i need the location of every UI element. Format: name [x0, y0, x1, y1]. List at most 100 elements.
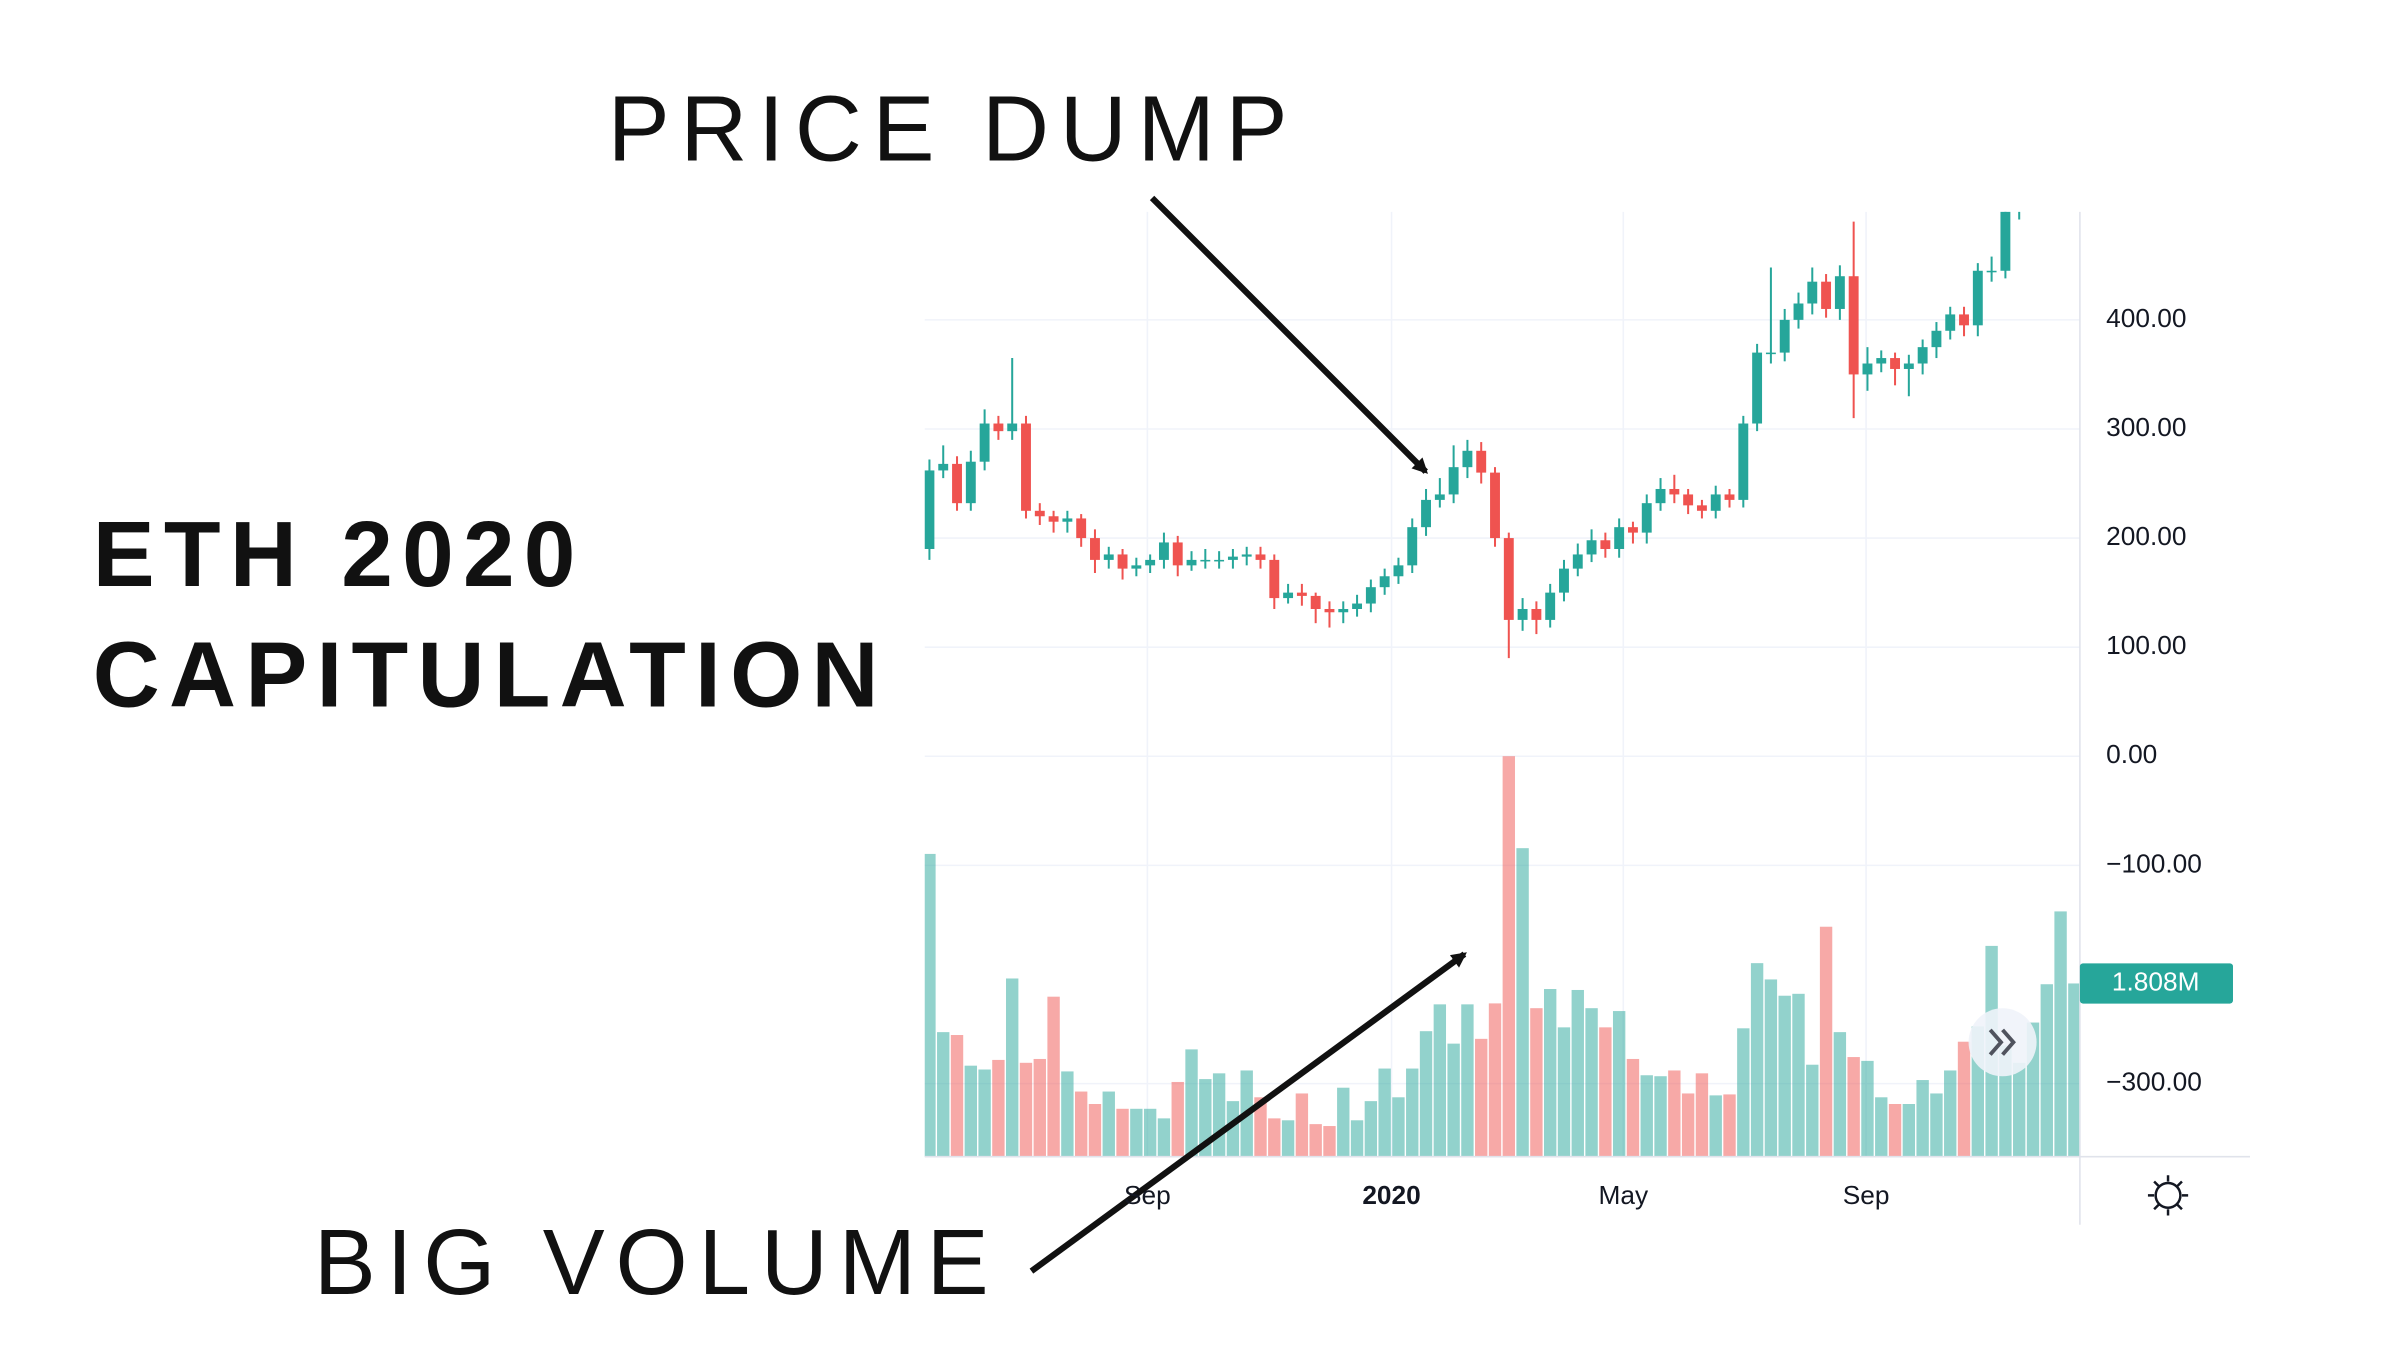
volume-bar — [1019, 1062, 1033, 1157]
candle-body — [1628, 527, 1638, 533]
volume-bar — [1350, 1120, 1364, 1157]
candle-body — [1779, 319, 1790, 353]
volume-bar — [1047, 996, 1060, 1157]
gear-teeth[interactable] — [2147, 1175, 2189, 1216]
gear[interactable] — [2154, 1181, 2182, 1209]
candle-body — [1724, 494, 1735, 500]
candle-body — [1048, 516, 1059, 522]
volume-bar — [1226, 1101, 1240, 1157]
candle-body — [1076, 518, 1087, 539]
arrow — [1149, 195, 1428, 474]
volume-bar — [1074, 1091, 1088, 1157]
volume-bar — [1033, 1058, 1046, 1157]
volume-bar — [1792, 993, 1805, 1157]
candle-body — [1890, 358, 1900, 369]
volume-bar — [2013, 1062, 2026, 1157]
title: CAPITULATION — [93, 622, 888, 726]
candle-body — [1600, 540, 1611, 549]
candle-body — [1117, 554, 1128, 569]
candle-body — [1696, 505, 1707, 511]
volume-bar — [1185, 1049, 1198, 1157]
candle-body — [1255, 554, 1266, 560]
candle-body — [1131, 565, 1142, 569]
candle-body — [1655, 488, 1666, 504]
volume-bar — [1006, 978, 1019, 1157]
x-tick-label: Sep — [1124, 1180, 1171, 1210]
candle-body — [1241, 554, 1252, 557]
candle-body — [1503, 538, 1514, 620]
candle-body — [1917, 347, 1928, 364]
candle-body — [1572, 554, 1583, 569]
volume-bar — [1516, 848, 1529, 1157]
settings-icon[interactable] — [2147, 1175, 2189, 1216]
candle-body — [1586, 540, 1597, 555]
candle-body — [1614, 527, 1625, 549]
volume-bar — [1295, 1093, 1309, 1157]
volume-bar — [1957, 1041, 1971, 1157]
volume-bar — [964, 1065, 978, 1157]
candle-body — [1172, 542, 1183, 566]
candle-body — [1821, 281, 1832, 309]
grid — [924, 211, 2080, 1157]
x-tick-label: 2020 — [1362, 1180, 1420, 1210]
candle-body — [1972, 270, 1983, 326]
candle-body — [1434, 494, 1445, 500]
candle-body — [2056, 102, 2066, 135]
volume-bar — [1875, 1097, 1888, 1157]
candle-body — [1531, 608, 1542, 620]
candle-body — [1103, 554, 1114, 560]
candle-body — [1848, 276, 1859, 375]
candle-body — [1545, 592, 1556, 620]
candle-body — [1062, 518, 1073, 522]
volume-bar — [1199, 1079, 1212, 1157]
volume-bar — [1640, 1075, 1653, 1157]
volume-bar — [1888, 1104, 1902, 1157]
scroll-chevron[interactable] — [1988, 1028, 2016, 1056]
volume-bar — [1406, 1068, 1419, 1157]
candle-body — [965, 461, 976, 504]
volume-bar — [1212, 1073, 1226, 1157]
volume-bar — [1378, 1068, 1391, 1157]
volume-bar — [1599, 1027, 1612, 1157]
candle-body — [1186, 559, 1197, 566]
volume-bar — [1157, 1118, 1171, 1157]
x-tick-label: May — [1598, 1180, 1648, 1210]
volume-bar — [1695, 1073, 1709, 1157]
volume-bar — [1530, 1008, 1543, 1157]
candle-body — [1462, 450, 1473, 468]
volume-bar — [1268, 1118, 1281, 1157]
volume-bar — [1681, 1093, 1695, 1157]
candle-body — [1793, 303, 1804, 320]
candle-body — [979, 423, 990, 462]
volume-bar — [1861, 1060, 1874, 1157]
candle-body — [2028, 145, 2038, 167]
candle-body — [1324, 608, 1335, 613]
candle-body — [1338, 608, 1349, 613]
volume-bar — [1502, 756, 1515, 1157]
candle-body — [1021, 423, 1031, 511]
candle-body — [1517, 608, 1528, 620]
volume-bar — [1778, 995, 1791, 1157]
candle-body — [1269, 559, 1280, 599]
volume-bar — [1806, 1064, 1819, 1157]
volume-bar — [937, 1032, 950, 1157]
volume-bar — [1130, 1108, 1143, 1157]
candle-body — [1986, 270, 1997, 273]
candle-body — [1959, 314, 1969, 326]
candle-body — [1365, 587, 1376, 604]
volume-bar — [1461, 1004, 1474, 1157]
candle-body — [1448, 467, 1459, 495]
volume-bar — [1447, 1043, 1460, 1157]
candle-body — [1476, 450, 1487, 473]
candle-body — [2000, 211, 2011, 271]
candle-body — [1559, 568, 1569, 593]
candle-body — [1145, 559, 1156, 566]
candle-body — [1379, 576, 1390, 588]
scroll-button[interactable] — [1968, 1008, 2037, 1077]
volume-bar — [1764, 979, 1778, 1157]
volume-bar — [1902, 1104, 1916, 1157]
volume-bar — [1737, 1028, 1750, 1157]
candle-body — [1765, 352, 1776, 355]
volume-bar — [1668, 1070, 1681, 1157]
volume-bar — [1323, 1126, 1336, 1157]
